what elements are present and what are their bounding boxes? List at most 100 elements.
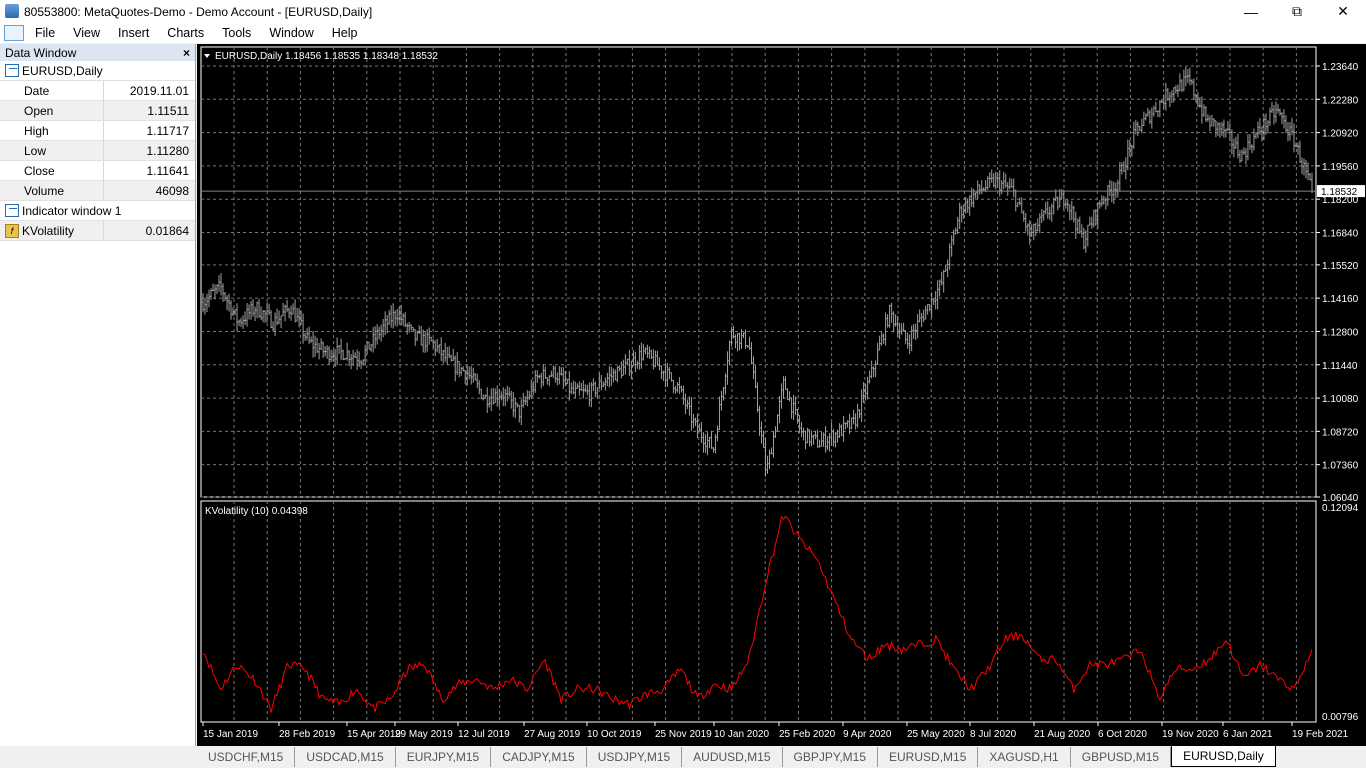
price-bar [688, 396, 691, 416]
menu-view[interactable]: View [73, 26, 101, 40]
chart-window[interactable]: 1.23640 1.22280 1.20920 1.19560 1.18200 1.168… [197, 44, 1366, 746]
price-bar [1010, 178, 1013, 188]
price-bar [734, 334, 737, 349]
price-bar [1084, 230, 1087, 253]
price-bar [448, 346, 451, 359]
minimize-button[interactable]: — [1244, 3, 1258, 20]
price-bar [720, 391, 723, 411]
price-bar [950, 235, 953, 257]
price-bar [302, 313, 305, 344]
close-icon[interactable]: × [182, 45, 190, 60]
indicator-label: KVolatility (10) 0.04398 [205, 506, 308, 517]
tab-gbpusd-m15[interactable]: GBPUSD,M15 [1071, 747, 1172, 767]
price-bar [1218, 122, 1221, 138]
time-tick-label: 6 Jan 2021 [1223, 729, 1273, 740]
price-bar [972, 188, 975, 208]
price-bar [528, 390, 531, 400]
price-bar [730, 326, 733, 347]
price-bar [276, 308, 279, 326]
maximize-button[interactable]: ⧉ [1292, 3, 1302, 19]
price-bar [1082, 227, 1085, 250]
price-bar [898, 322, 901, 339]
price-bar [1188, 67, 1191, 86]
price-bar [682, 385, 685, 405]
price-bar [1232, 138, 1235, 158]
price-bar [236, 303, 239, 332]
price-bar [512, 391, 515, 417]
price-bar [1140, 118, 1143, 134]
price-bar [288, 307, 291, 319]
price-bar [902, 322, 905, 332]
menu-window[interactable]: Window [269, 26, 314, 40]
price-bar [494, 388, 497, 404]
row-value: 2019.11.01 [129, 83, 189, 98]
tab-usdchf-m15[interactable]: USDCHF,M15 [197, 747, 296, 767]
menu-charts[interactable]: Charts [167, 26, 205, 40]
price-bar [738, 332, 741, 351]
price-bar [1282, 109, 1285, 129]
price-bar [270, 310, 273, 329]
price-bar [1016, 202, 1019, 208]
price-bar [1074, 211, 1077, 239]
tab-eurusd-daily[interactable]: EURUSD,Daily [1171, 746, 1276, 767]
tab-gbpjpy-m15[interactable]: GBPJPY,M15 [783, 747, 879, 767]
price-bar [1134, 119, 1137, 135]
time-tick-label: 10 Jan 2020 [714, 729, 769, 740]
price-bar [1036, 218, 1039, 232]
price-bar [1160, 99, 1163, 104]
price-bar [936, 280, 939, 310]
tab-cadjpy-m15[interactable]: CADJPY,M15 [491, 747, 587, 767]
price-bar [402, 313, 405, 327]
price-bar [1258, 117, 1261, 135]
price-bar [768, 449, 771, 470]
close-button[interactable]: ✕ [1337, 3, 1349, 19]
tab-usdcad-m15[interactable]: USDCAD,M15 [295, 747, 396, 767]
price-bar [958, 202, 961, 230]
row-key: Low [0, 141, 104, 160]
price-bar [766, 455, 769, 474]
tab-audusd-m15[interactable]: AUDUSD,M15 [682, 747, 783, 767]
indicator-name: KVolatility [22, 223, 75, 238]
price-bar [1078, 216, 1081, 234]
price-chart[interactable]: 1.23640 1.22280 1.20920 1.19560 1.18200 1.168… [197, 44, 1366, 746]
menu-help[interactable]: Help [331, 26, 358, 40]
tab-eurusd-m15[interactable]: EURUSD,M15 [878, 747, 979, 767]
row-key: Open [0, 101, 104, 120]
price-bar [588, 382, 591, 407]
tab-eurjpy-m15[interactable]: EURJPY,M15 [396, 747, 492, 767]
price-bar [1018, 197, 1021, 206]
price-bar [546, 377, 549, 385]
price-bar [1260, 126, 1263, 142]
price-bar [1310, 172, 1313, 194]
price-bar [634, 351, 637, 373]
price-bar [656, 350, 659, 366]
price-bar [684, 393, 687, 415]
price-bar [746, 345, 749, 348]
price-bar [1238, 149, 1241, 164]
price-bar [1012, 178, 1015, 198]
price-bar [306, 328, 309, 341]
price-bar [522, 392, 525, 408]
price-bar [580, 382, 583, 391]
tab-xagusd-h1[interactable]: XAGUSD,H1 [978, 747, 1071, 767]
price-bar [1068, 204, 1071, 221]
price-bar [572, 380, 575, 395]
price-bar [1046, 201, 1049, 219]
data-window-title: Data Window [5, 45, 77, 60]
menu-file[interactable]: File [35, 26, 56, 40]
price-bar [1146, 107, 1149, 117]
tab-usdjpy-m15[interactable]: USDJPY,M15 [587, 747, 683, 767]
price-bar [650, 349, 653, 360]
price-bar [242, 315, 245, 329]
price-bar [520, 399, 523, 426]
price-bar [978, 184, 981, 195]
price-bar [340, 338, 343, 360]
price-bar [294, 299, 297, 323]
price-bar [1050, 203, 1053, 222]
price-bar [998, 170, 1001, 197]
menu-tools[interactable]: Tools [222, 26, 252, 40]
menu-insert[interactable]: Insert [118, 26, 150, 40]
price-bar [836, 429, 839, 443]
price-bar [842, 416, 845, 442]
price-bar [642, 343, 645, 361]
